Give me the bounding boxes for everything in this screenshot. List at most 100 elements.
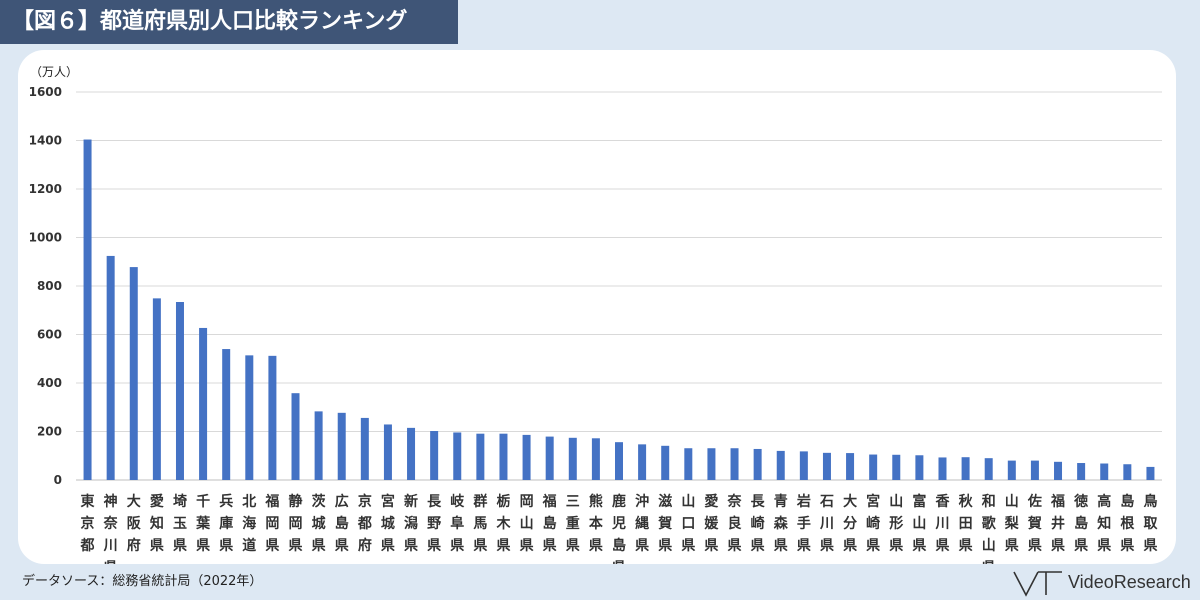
bar bbox=[984, 458, 993, 480]
x-category-label: 富山県 bbox=[912, 493, 926, 554]
bar bbox=[661, 445, 670, 480]
bar bbox=[453, 432, 462, 480]
x-category-label: 沖縄県 bbox=[635, 493, 649, 554]
bar bbox=[1054, 461, 1063, 480]
x-category-label: 千葉県 bbox=[195, 493, 211, 554]
y-axis-unit-label: （万人） bbox=[30, 65, 78, 79]
y-tick-label: 200 bbox=[37, 425, 62, 439]
bar bbox=[268, 355, 277, 480]
bar bbox=[522, 434, 531, 480]
bar bbox=[291, 393, 300, 480]
x-category-label: 山梨県 bbox=[1004, 494, 1020, 554]
x-category-label: 神奈川県 bbox=[103, 493, 119, 564]
x-category-label: 新潟県 bbox=[404, 493, 418, 554]
bar bbox=[129, 267, 138, 480]
y-tick-label: 400 bbox=[37, 376, 62, 390]
x-category-label: 福岡県 bbox=[264, 493, 279, 554]
bar bbox=[591, 438, 600, 480]
chart-title-banner: 【図６】都道府県別人口比較ランキング bbox=[0, 0, 458, 44]
x-category-label: 三重県 bbox=[566, 494, 580, 554]
bar bbox=[407, 427, 416, 480]
x-category-label: 奈良県 bbox=[727, 493, 743, 554]
bar bbox=[1123, 464, 1132, 480]
x-category-label: 熊本県 bbox=[589, 493, 604, 554]
y-tick-label: 0 bbox=[54, 473, 62, 487]
brand-name: VideoResearch bbox=[1068, 572, 1191, 592]
bar bbox=[915, 455, 924, 480]
bar bbox=[499, 433, 508, 480]
x-category-label: 高知県 bbox=[1097, 493, 1111, 554]
x-category-label: 栃木県 bbox=[495, 493, 511, 554]
bar bbox=[961, 457, 970, 480]
y-tick-label: 800 bbox=[37, 279, 62, 293]
x-category-label: 静岡県 bbox=[289, 493, 303, 554]
x-category-label: 北海道 bbox=[242, 494, 256, 554]
bar bbox=[383, 424, 392, 480]
y-tick-label: 1600 bbox=[29, 85, 62, 99]
bar bbox=[1030, 460, 1039, 480]
x-category-label: 福井県 bbox=[1050, 493, 1065, 554]
x-category-label: 福島県 bbox=[542, 493, 557, 554]
bar bbox=[1146, 466, 1155, 480]
x-category-label: 青森県 bbox=[774, 493, 789, 554]
vr-logo-icon bbox=[1013, 571, 1062, 597]
x-category-label: 宮城県 bbox=[381, 493, 395, 554]
bar bbox=[1007, 460, 1016, 480]
bar bbox=[638, 444, 647, 480]
x-category-label: 石川県 bbox=[819, 494, 834, 554]
x-category-label: 東京都 bbox=[80, 493, 95, 554]
x-category-label: 滋賀県 bbox=[657, 493, 672, 554]
brand-logo: VideoResearch bbox=[1012, 568, 1192, 598]
chart-card: （万人） 0 200 400 600 800 1000 1200 1400 1600 東京都神奈川県… bbox=[18, 50, 1176, 564]
bar bbox=[222, 349, 231, 480]
x-category-label: 長野県 bbox=[427, 494, 442, 554]
x-category-label: 和歌山県 bbox=[982, 494, 997, 564]
x-category-label: 京都府 bbox=[357, 493, 372, 554]
bar bbox=[892, 454, 901, 480]
x-category-label: 埼玉県 bbox=[173, 493, 187, 554]
y-tick-label: 600 bbox=[37, 328, 62, 342]
x-category-label: 佐賀県 bbox=[1027, 493, 1042, 554]
bar bbox=[707, 448, 716, 480]
bar bbox=[430, 431, 439, 480]
bar bbox=[1077, 463, 1086, 480]
bar bbox=[83, 139, 92, 480]
x-category-label: 岐阜県 bbox=[450, 493, 465, 554]
x-category-label: 鹿児島県 bbox=[611, 493, 626, 564]
x-category-label: 岡山県 bbox=[520, 494, 534, 554]
x-category-label: 茨城県 bbox=[312, 493, 326, 554]
bar bbox=[776, 450, 785, 480]
x-category-label: 島根県 bbox=[1120, 493, 1135, 554]
bar-chart: （万人） 0 200 400 600 800 1000 1200 1400 1600 東京都神奈川県… bbox=[29, 65, 1162, 564]
bar bbox=[1100, 463, 1109, 480]
x-category-label: 山口県 bbox=[681, 494, 695, 554]
x-category-label: 鳥取県 bbox=[1143, 493, 1158, 554]
x-category-label: 愛知県 bbox=[150, 493, 164, 554]
bar bbox=[314, 411, 323, 480]
bar bbox=[106, 255, 115, 480]
bar bbox=[545, 436, 554, 480]
x-category-label: 群馬県 bbox=[472, 493, 487, 554]
x-category-label: 香川県 bbox=[934, 493, 950, 554]
bar bbox=[199, 327, 208, 480]
bar bbox=[822, 452, 831, 480]
bar bbox=[337, 412, 346, 480]
x-category-label: 秋田県 bbox=[959, 493, 974, 554]
bar bbox=[360, 417, 369, 480]
bar bbox=[615, 442, 623, 480]
chart-title: 【図６】都道府県別人口比較ランキング bbox=[12, 9, 408, 34]
x-category-label: 大分県 bbox=[843, 493, 857, 554]
bar bbox=[245, 355, 254, 480]
x-category-label: 山形県 bbox=[889, 494, 903, 554]
bar bbox=[175, 302, 184, 480]
y-tick-label: 1000 bbox=[29, 231, 62, 245]
bar bbox=[753, 448, 762, 480]
bar bbox=[568, 437, 577, 480]
bar bbox=[684, 448, 693, 480]
x-category-label: 愛媛県 bbox=[703, 493, 719, 554]
bar bbox=[730, 448, 739, 480]
bar bbox=[846, 453, 855, 480]
x-category-label: 宮崎県 bbox=[866, 493, 880, 554]
bar bbox=[152, 298, 161, 480]
x-category-label: 長崎県 bbox=[751, 494, 766, 554]
